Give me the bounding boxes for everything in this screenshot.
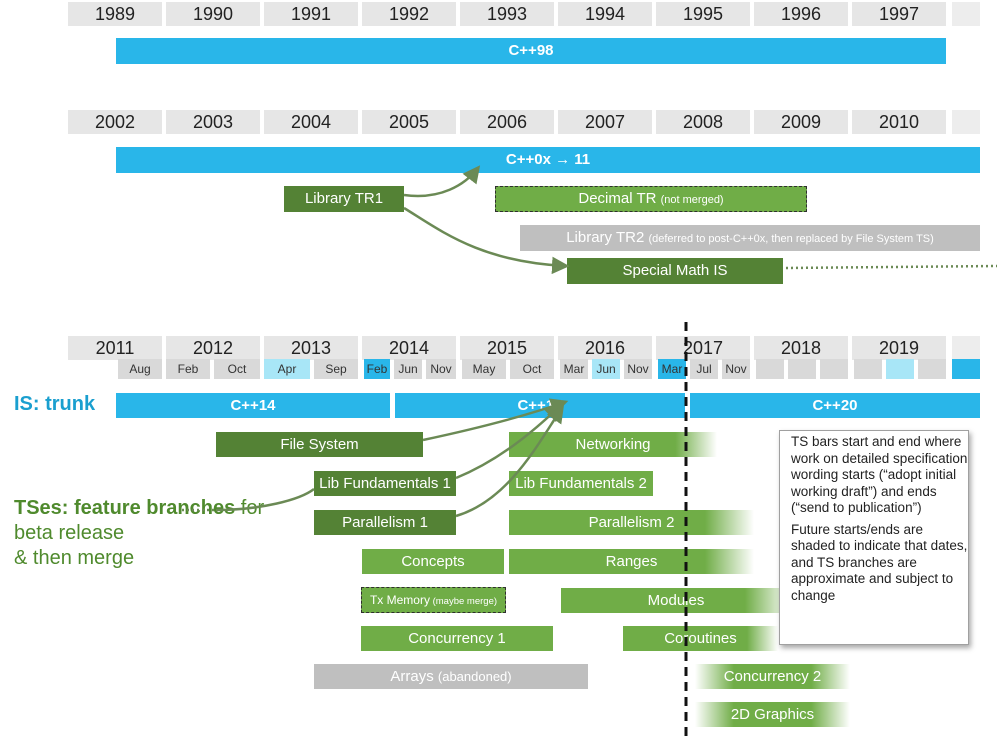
cpp0x-bar: C++0x → 11 [116,147,980,173]
year-cell-blank [952,110,980,134]
concurrency-2-bar: Concurrency 2 [695,664,850,689]
ts-branch-to-lf1 [215,487,315,512]
month-cell: Oct [214,359,260,379]
year-cell: 1990 [166,2,260,26]
coroutines-bar: Coroutines [623,626,778,651]
month-cell-blank [820,359,848,379]
library-tr2-bar: Library TR2 (deferred to post-C++0x, the… [520,225,980,251]
ts-label-line3: & then merge [14,547,135,569]
year-cell: 2009 [754,110,848,134]
file-system-bar: File System [216,432,423,457]
year-cell: 2019 [852,336,946,360]
cpp17-bar: C++17 [395,393,685,418]
month-cell: Nov [722,359,750,379]
month-cell-blank [788,359,816,379]
graphics-2d-bar: 2D Graphics [695,702,850,727]
year-cell: 2006 [460,110,554,134]
ts-label-line2: beta release [14,522,125,544]
year-cell: 2014 [362,336,456,360]
is-trunk-label: IS: trunk [14,393,96,415]
year-cell: 2008 [656,110,750,134]
month-cell: May [462,359,506,379]
month-cell: Apr [264,359,310,379]
year-cell: 2003 [166,110,260,134]
year-cell: 2007 [558,110,652,134]
year-cell: 2012 [166,336,260,360]
cpp14-bar: C++14 [116,393,390,418]
lib-fundamentals-2-bar: Lib Fundamentals 2 [509,471,653,496]
month-cell: Nov [426,359,456,379]
modules-bar: Modules [561,588,791,613]
library-tr2-label: Library TR2 [566,229,645,246]
month-cell: Mar [658,359,686,379]
year-cell: 2015 [460,336,554,360]
month-cell: Nov [624,359,652,379]
tr1-to-special-math-arrow [403,206,570,275]
year-cell: 1997 [852,2,946,26]
year-cell: 1989 [68,2,162,26]
month-cell: Aug [118,359,162,379]
tx-memory-note: (maybe merge) [432,596,498,607]
cpp20-bar: C++20 [690,393,980,418]
arrays-note: (abandoned) [437,669,512,684]
ts-label: TSes: feature branches for beta release … [14,496,264,571]
month-cell: Jun [394,359,422,379]
year-cell: 2010 [852,110,946,134]
year-cell: 1992 [362,2,456,26]
month-cell-blank [854,359,882,379]
year-cell: 2011 [68,336,162,360]
year-cell-blank [952,2,980,26]
ranges-bar: Ranges [509,549,754,574]
month-cell: Feb [364,359,390,379]
year-cell: 1994 [558,2,652,26]
month-cell-blank [918,359,946,379]
library-tr1-bar: Library TR1 [284,186,404,212]
library-tr2-note: (deferred to post-C++0x, then replaced b… [648,233,934,245]
month-cell: Feb [166,359,210,379]
concurrency-1-bar: Concurrency 1 [361,626,553,651]
decimal-tr-note: (not merged) [660,194,724,206]
legend-note-p2: Future starts/ends are shaded to indicat… [791,521,968,603]
tx-memory-bar: Tx Memory (maybe merge) [361,587,506,613]
year-cell: 2016 [558,336,652,360]
parallelism1-merge-arrow [455,405,564,518]
month-cell: Mar [560,359,588,379]
month-cell: Sep [314,359,358,379]
year-cell: 1996 [754,2,848,26]
legend-note-p1: TS bars start and end where work on deta… [791,434,968,515]
tr1-merge-arrow [403,165,481,198]
arrays-bar: Arrays (abandoned) [314,664,588,689]
tx-memory-label: Tx Memory [369,593,430,607]
month-cell: Jun [592,359,620,379]
parallelism-2-bar: Parallelism 2 [509,510,754,535]
cpp98-bar: C++98 [116,38,946,64]
decimal-tr-bar: Decimal TR (not merged) [495,186,807,212]
arrays-label: Arrays [390,668,434,685]
month-cell: Oct [510,359,554,379]
parallelism-1-bar: Parallelism 1 [314,510,456,535]
year-cell: 2018 [754,336,848,360]
month-cell: Jul [690,359,718,379]
decimal-tr-label: Decimal TR [578,190,657,207]
year-cell: 2013 [264,336,358,360]
lf1-merge-arrow [455,403,563,480]
month-cell-blank [952,359,980,379]
year-cell: 1991 [264,2,358,26]
ts-label-strong: TSes: feature branches [14,497,236,519]
year-cell: 1995 [656,2,750,26]
month-cell-blank [756,359,784,379]
year-cell: 2005 [362,110,456,134]
legend-note: TS bars start and end where work on deta… [779,430,969,645]
year-cell: 1993 [460,2,554,26]
concepts-bar: Concepts [362,549,504,574]
special-math-continue-dots [785,264,998,270]
year-cell-blank [952,336,980,360]
year-cell: 2002 [68,110,162,134]
year-cell: 2017 [656,336,750,360]
month-cell-blank [886,359,914,379]
year-cell: 2004 [264,110,358,134]
lib-fundamentals-1-bar: Lib Fundamentals 1 [314,471,456,496]
special-math-bar: Special Math IS [567,258,783,284]
